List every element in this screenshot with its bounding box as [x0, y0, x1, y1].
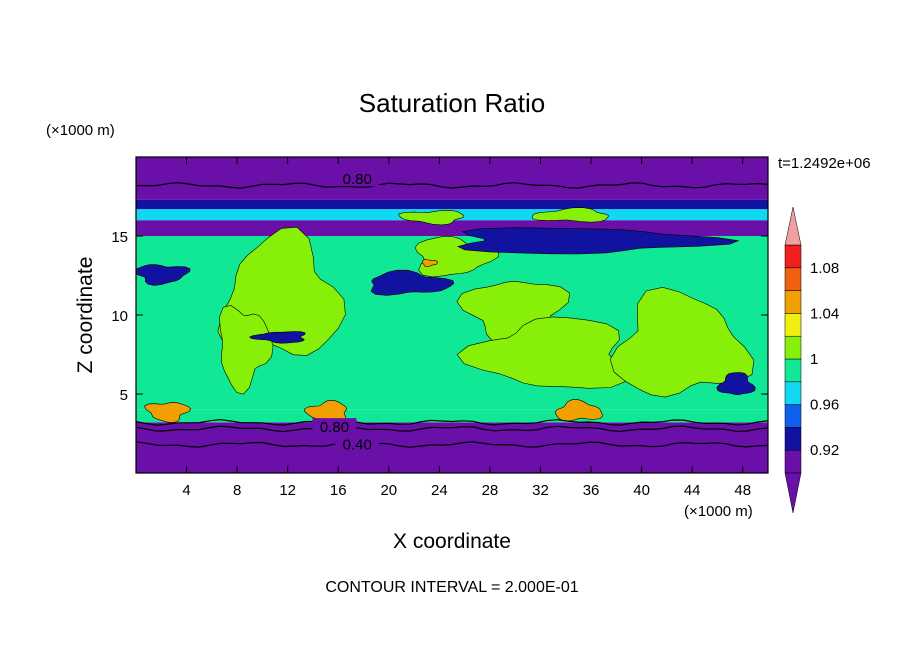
colorbar: 0.92 0.96 1 1.04 1.08	[784, 206, 839, 514]
field-region-dry	[457, 227, 740, 255]
colorbar-tick-label: 0.92	[810, 442, 839, 459]
x-tick-label: 32	[532, 482, 549, 499]
field-region-saturated	[609, 286, 755, 398]
field-band	[136, 157, 768, 200]
colorbar-segment	[784, 358, 802, 383]
y-tick-label: 15	[111, 229, 128, 246]
colorbar-segment	[784, 290, 802, 314]
y-axis-label: Z coordinate	[74, 257, 97, 374]
colorbar-segment	[784, 449, 802, 474]
contour-line	[136, 441, 768, 448]
colorbar-tick-label: 1.04	[810, 305, 839, 322]
contour-line	[136, 425, 768, 433]
x-tick-label: 24	[431, 482, 448, 499]
field-region-saturated	[219, 305, 274, 395]
y-tick-label: 10	[111, 308, 128, 325]
colorbar-segment	[784, 427, 802, 451]
x-tick-label: 16	[330, 482, 347, 499]
contour-line	[136, 418, 768, 426]
y-unit-label: (×1000 m)	[46, 122, 115, 139]
contour-lines: 0.800.800.40	[136, 170, 768, 454]
contour-field	[136, 157, 768, 473]
x-tick-label: 12	[279, 482, 296, 499]
contour-line	[136, 181, 768, 189]
field-region-saturated	[398, 209, 465, 226]
x-tick-label: 28	[482, 482, 499, 499]
y-tick-label: 5	[120, 387, 128, 404]
x-axis-ticks: 4 8 12 16 20 24 28 32 36 40 44 48	[182, 157, 751, 499]
colorbar-tick-label: 1	[810, 351, 818, 368]
contour-label-bg	[312, 418, 357, 435]
x-tick-label: 4	[182, 482, 190, 499]
contour-label: 0.80	[343, 171, 372, 188]
field-band	[136, 422, 768, 473]
x-tick-label: 36	[583, 482, 600, 499]
x-tick-label: 8	[233, 482, 241, 499]
colorbar-tick-label: 1.08	[810, 260, 839, 277]
field-region-moist	[144, 402, 192, 423]
x-axis-label: X coordinate	[393, 530, 511, 553]
colorbar-segment	[784, 335, 802, 360]
field-region-dry	[136, 264, 191, 286]
y-axis-ticks: 5 10 15	[111, 229, 768, 404]
x-tick-label: 48	[734, 482, 751, 499]
contour-interval-footer: CONTOUR INTERVAL = 2.000E-01	[325, 579, 578, 596]
colorbar-segment	[784, 404, 802, 428]
colorbar-segment	[784, 313, 802, 337]
colorbar-segment	[784, 244, 802, 269]
field-band	[136, 199, 768, 210]
colorbar-over-arrow	[784, 206, 802, 246]
chart-title: Saturation Ratio	[359, 88, 545, 118]
field-region-dry	[248, 331, 306, 344]
field-region-saturated	[531, 207, 609, 223]
x-tick-label: 20	[380, 482, 397, 499]
field-region-moist	[421, 259, 438, 268]
field-region-dry	[370, 269, 455, 296]
x-tick-label: 40	[633, 482, 650, 499]
colorbar-segment	[784, 267, 802, 291]
field-region-saturated	[456, 316, 628, 389]
colorbar-under-arrow	[784, 472, 802, 514]
colorbar-tick-label: 0.96	[810, 397, 839, 414]
colorbar-segment	[784, 381, 802, 405]
x-tick-label: 44	[684, 482, 701, 499]
contour-label-bg	[335, 170, 380, 187]
contour-label: 0.80	[320, 419, 349, 436]
field-region-moist	[555, 399, 603, 422]
field-band	[136, 409, 768, 423]
x-unit-label: (×1000 m)	[684, 503, 753, 520]
time-label: t=1.2492e+06	[778, 155, 871, 172]
contour-label-bg	[335, 435, 380, 452]
field-region-dry	[716, 372, 756, 396]
contour-label: 0.40	[343, 437, 372, 454]
